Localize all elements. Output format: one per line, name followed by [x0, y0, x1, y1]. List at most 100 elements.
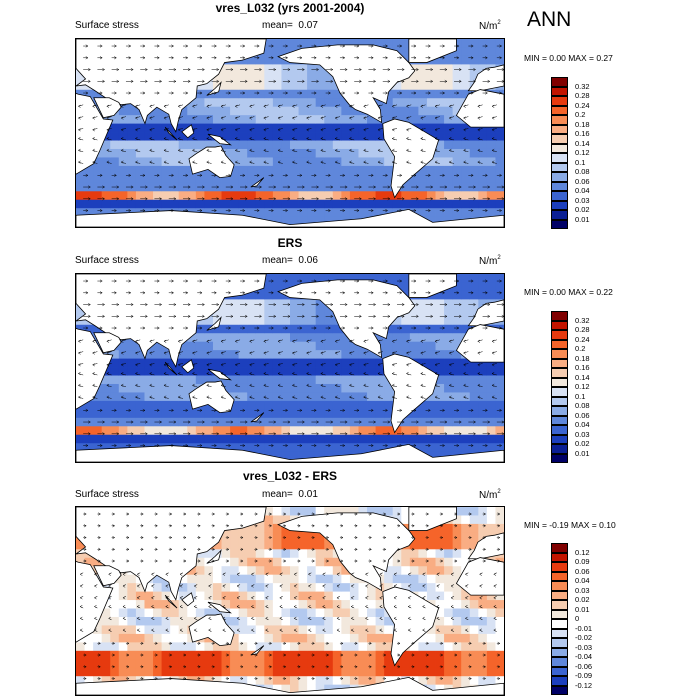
- stress-vector: [397, 291, 402, 295]
- field-cell: [332, 591, 342, 601]
- field-cell: [349, 676, 359, 686]
- field-cell: [247, 532, 257, 542]
- field-cell: [298, 451, 308, 461]
- field-cell: [221, 199, 231, 209]
- stress-vector: [363, 137, 369, 141]
- field-cell: [127, 667, 137, 677]
- field-cell: [384, 174, 394, 184]
- stress-vector: [306, 137, 312, 141]
- stress-vector: [83, 420, 91, 424]
- stress-vector: [392, 383, 398, 388]
- field-cell: [367, 140, 376, 150]
- field-cell: [212, 375, 222, 385]
- field-cell: [452, 165, 462, 175]
- field-cell: [469, 642, 479, 652]
- panel-2-units-exp: 2: [497, 255, 501, 261]
- stress-vector: [183, 408, 188, 412]
- stress-vector: [354, 444, 360, 448]
- field-cell: [367, 443, 376, 453]
- field-cell: [444, 659, 454, 669]
- stress-vector: [211, 665, 215, 669]
- stress-vector: [439, 185, 448, 189]
- field-cell: [384, 557, 394, 567]
- field-cell: [247, 600, 257, 609]
- field-cell: [315, 182, 325, 192]
- stress-vector: [463, 148, 469, 153]
- stress-vector: [277, 160, 283, 164]
- stress-vector: [211, 56, 217, 60]
- stress-vector: [163, 372, 169, 376]
- field-cell: [272, 350, 282, 359]
- stress-vector: [496, 420, 504, 424]
- field-cell: [118, 409, 128, 419]
- field-cell: [127, 400, 137, 410]
- stress-vector: [325, 641, 329, 645]
- stress-vector: [406, 116, 412, 120]
- field-cell: [178, 123, 188, 133]
- field-cell: [272, 523, 282, 533]
- field-cell: [324, 132, 334, 141]
- field-cell: [452, 409, 462, 419]
- field-cell: [384, 274, 394, 283]
- stress-vector: [449, 372, 455, 376]
- stress-vector: [168, 314, 177, 318]
- stress-vector: [325, 524, 329, 528]
- field-cell: [452, 123, 462, 133]
- field-cell: [307, 324, 317, 334]
- stress-vector: [463, 128, 469, 132]
- stress-vector: [165, 605, 169, 609]
- field-cell: [495, 199, 504, 209]
- stress-vector: [240, 536, 244, 540]
- stress-vector: [254, 536, 258, 540]
- stress-vector: [140, 279, 146, 283]
- field-cell: [221, 140, 231, 150]
- field-cell: [247, 98, 257, 108]
- field-cell: [461, 650, 471, 660]
- stress-vector: [83, 173, 89, 177]
- field-cell: [324, 426, 334, 436]
- field-cell: [358, 633, 368, 643]
- field-cell: [221, 409, 231, 419]
- field-cell: [341, 140, 351, 150]
- stress-vector: [78, 116, 84, 120]
- field-cell: [426, 350, 436, 359]
- field-cell: [349, 123, 359, 133]
- field-cell: [444, 341, 454, 351]
- field-cell: [230, 299, 240, 309]
- stress-vector: [463, 363, 469, 367]
- stress-vector: [479, 572, 483, 576]
- stress-vector: [325, 432, 333, 436]
- field-cell: [315, 274, 325, 283]
- field-cell: [178, 350, 188, 359]
- field-cell: [255, 400, 265, 410]
- stress-vector: [194, 628, 198, 632]
- field-cell: [221, 540, 231, 550]
- stress-vector: [297, 291, 303, 295]
- colorbar-tick-label: 0.12: [575, 148, 590, 157]
- stress-vector: [140, 197, 148, 201]
- stress-vector: [496, 68, 504, 72]
- field-cell: [418, 89, 428, 99]
- field-cell: [187, 375, 197, 385]
- field-cell: [409, 307, 419, 317]
- stress-vector: [349, 148, 355, 153]
- stress-vector: [468, 444, 474, 448]
- field-cell: [264, 400, 274, 410]
- field-cell: [495, 157, 504, 167]
- stress-vector: [106, 137, 112, 141]
- field-cell: [478, 600, 488, 609]
- coastline: [250, 412, 265, 423]
- field-cell: [435, 341, 445, 351]
- field-cell: [195, 98, 205, 108]
- stress-vector: [197, 408, 203, 412]
- field-cell: [384, 642, 394, 652]
- field-cell: [212, 434, 222, 444]
- field-cell: [418, 98, 428, 108]
- stress-vector: [325, 173, 331, 177]
- field-cell: [204, 417, 214, 427]
- field-cell: [461, 532, 471, 542]
- field-cell: [444, 434, 454, 444]
- stress-vector: [322, 605, 326, 609]
- stress-vector: [496, 173, 502, 177]
- field-cell: [324, 540, 334, 550]
